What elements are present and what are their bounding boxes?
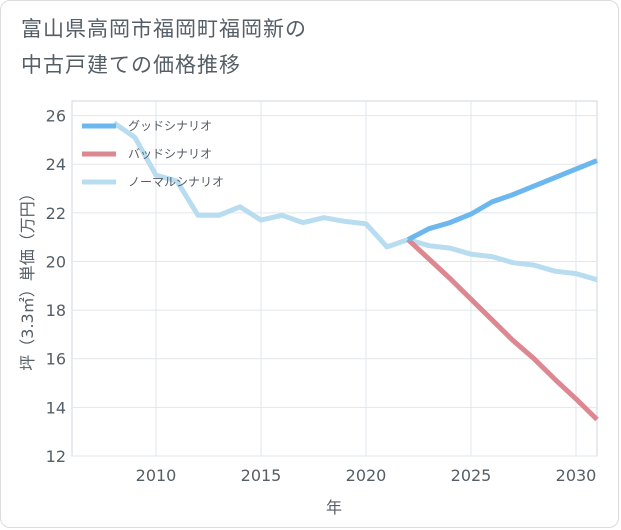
y-tick-label: 22 xyxy=(46,204,66,223)
series-lines xyxy=(112,120,599,422)
x-tick-label: 2015 xyxy=(241,466,282,485)
y-tick-label: 18 xyxy=(46,301,66,320)
y-tick-label: 12 xyxy=(46,447,66,466)
x-tick-label: 2020 xyxy=(346,466,387,485)
legend-label: バッドシナリオ xyxy=(128,147,212,161)
legend-label: ノーマルシナリオ xyxy=(128,175,224,189)
x-tick-labels: 2010 2015 2020 2025 2030 xyxy=(136,466,597,485)
chart-title-line-1: 富山県高岡市福岡町福岡新の xyxy=(21,17,307,41)
y-axis-title: 坪（3.3㎡）単価（万円） xyxy=(18,185,37,370)
x-axis-title: 年 xyxy=(326,498,342,517)
grid-lines xyxy=(72,101,597,457)
x-tick-label: 2010 xyxy=(136,466,177,485)
chart-title-line-2: 中古戸建ての価格推移 xyxy=(21,53,241,77)
y-tick-label: 14 xyxy=(46,398,66,417)
y-tick-label: 16 xyxy=(46,350,66,369)
y-tick-label: 24 xyxy=(46,155,66,174)
series-line-2 xyxy=(406,237,599,422)
x-tick-label: 2025 xyxy=(451,466,492,485)
plot-area xyxy=(71,100,598,457)
legend-label: グッドシナリオ xyxy=(128,119,212,133)
chart-title: 富山県高岡市福岡町福岡新の 中古戸建ての価格推移 xyxy=(21,11,307,83)
y-tick-label: 26 xyxy=(46,107,66,126)
y-tick-label: 20 xyxy=(46,252,66,271)
series-line-3 xyxy=(112,120,598,283)
series-line-1 xyxy=(406,158,598,242)
x-tick-label: 2030 xyxy=(556,466,597,485)
y-tick-labels: 12 14 16 18 20 22 24 26 xyxy=(46,107,66,466)
